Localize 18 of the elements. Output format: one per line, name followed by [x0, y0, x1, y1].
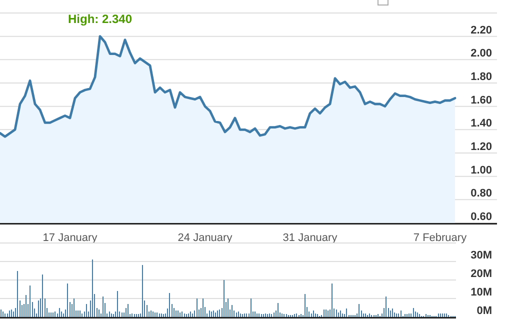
annotation: High: 2.340 [68, 12, 132, 26]
y-tick-label: 1.40 [470, 118, 492, 130]
y-tick-label: 10M [470, 286, 492, 298]
x-tick-label: 24 January [178, 232, 233, 244]
y-tick-label: 1.00 [470, 164, 492, 176]
y-tick-label: 20M [470, 268, 492, 280]
x-tick-label: 7 February [413, 232, 468, 244]
x-tick-label: 17 January [42, 232, 98, 244]
y-tick-label: 1.60 [470, 94, 492, 106]
y-tick-label: 0.60 [470, 211, 492, 223]
x-tick-label: 31 January [282, 232, 338, 244]
y-tick-label: 30M [470, 250, 492, 262]
y-tick-label: 0.80 [470, 188, 492, 200]
y-tick-label: 2.00 [470, 48, 492, 60]
y-tick-label: 0M [476, 305, 492, 317]
y-tick-label: 2.20 [470, 24, 492, 36]
y-tick-label: 1.80 [470, 71, 492, 83]
y-tick-label: 1.20 [470, 141, 492, 153]
